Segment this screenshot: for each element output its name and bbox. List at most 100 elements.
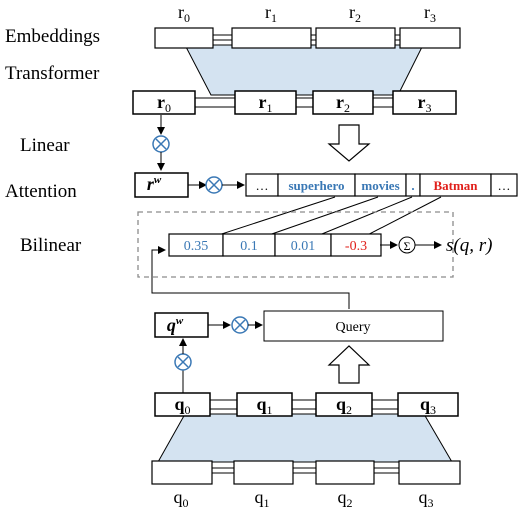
bottom-embedding-box	[315, 460, 375, 485]
bottom-output-subscript: 0	[185, 403, 191, 417]
query-hollow-arrow	[327, 345, 371, 384]
query-box	[263, 310, 444, 342]
attention-multiply-icon	[205, 176, 223, 194]
bottom-embedding-label: q2	[338, 487, 353, 510]
top-output-label: r1	[259, 92, 273, 115]
score-output: s(q, r)	[446, 235, 492, 256]
top-output-base: r	[157, 92, 165, 112]
bottom-embedding-label-base: q	[255, 487, 264, 507]
label-linear: Linear	[20, 135, 70, 156]
top-output-base: r	[418, 92, 426, 112]
bottom-embedding-box	[233, 460, 294, 485]
bottom-output-base: q	[174, 394, 184, 414]
bottom-embedding-label-base: q	[338, 487, 347, 507]
top-output-subscript: 2	[344, 101, 350, 115]
bottom-embedding-box	[151, 460, 213, 485]
bottom-output-label: q3	[420, 394, 436, 417]
top-embedding-label-base: r	[424, 2, 430, 22]
label-transformer: Transformer	[5, 63, 100, 84]
bottom-embedding-row	[151, 460, 461, 485]
score-text: -0.3	[345, 239, 367, 254]
top-embedding-label: r1	[265, 2, 277, 25]
label-attention: Attention	[5, 181, 77, 202]
query-to-bilinear-path	[151, 246, 350, 309]
token-text: …	[256, 178, 269, 193]
rw-sup: w	[154, 174, 162, 186]
top-transformer-trapezoid	[184, 44, 424, 96]
query-label: Query	[336, 320, 371, 335]
bottom-embedding-label-base: q	[419, 487, 428, 507]
bottom-output-base: q	[336, 394, 346, 414]
bottom-output-subscript: 2	[346, 403, 352, 417]
bottom-output-subscript: 3	[430, 403, 436, 417]
bilinear-region	[137, 211, 454, 278]
bottom-embedding-label-subscript: 0	[183, 496, 189, 510]
top-output-base: r	[259, 92, 267, 112]
qw-base: q	[167, 315, 176, 335]
top-embedding-row	[154, 27, 461, 49]
top-output-box	[392, 90, 457, 115]
top-output-connectors	[195, 97, 393, 108]
top-embedding-label-base: r	[265, 2, 271, 22]
token-text: …	[498, 178, 511, 193]
bottom-output-box	[154, 392, 211, 417]
query-multiply-icon	[231, 316, 249, 334]
score-text: 0.35	[184, 239, 209, 254]
top-output-box	[132, 90, 196, 115]
bottom-embedding-label-subscript: 3	[428, 496, 434, 510]
token-text: superhero	[288, 178, 344, 193]
top-embedding-box	[315, 27, 396, 49]
top-output-base: r	[336, 92, 344, 112]
token-text: Batman	[433, 178, 478, 193]
bottom-embedding-label: q0	[174, 487, 189, 510]
top-embedding-label: r2	[349, 2, 361, 25]
top-output-row: r0 r1 r2 r3	[132, 90, 457, 115]
top-embedding-labels: r0 r1 r2 r3	[178, 2, 436, 25]
sum-symbol: Σ	[404, 239, 411, 253]
bottom-output-label: q2	[336, 394, 352, 417]
token-row: … superhero movies. Batman …	[245, 173, 518, 197]
token-text: movies	[361, 178, 399, 193]
bottom-output-label: q0	[174, 394, 190, 417]
bottom-output-box	[315, 392, 373, 417]
bottom-output-base: q	[420, 394, 430, 414]
top-output-subscript: 3	[426, 101, 432, 115]
query-linear-multiply-icon	[174, 353, 192, 371]
bottom-output-base: q	[256, 394, 266, 414]
qw-sup: w	[176, 315, 184, 327]
qw-box	[154, 312, 209, 338]
top-embedding-box	[231, 27, 312, 49]
bottom-embedding-labels: q0 q1 q2 q3	[174, 487, 434, 510]
top-embedding-label-subscript: 1	[271, 11, 277, 25]
score-text: 0.01	[291, 239, 316, 254]
top-embedding-box	[154, 27, 214, 49]
bottom-output-label: q1	[256, 394, 272, 417]
score-text: 0.1	[240, 239, 258, 254]
top-embedding-label-base: r	[349, 2, 355, 22]
top-output-subscript: 1	[267, 101, 273, 115]
top-output-label: r3	[418, 92, 432, 115]
bottom-embedding-label: q1	[255, 487, 270, 510]
label-embeddings: Embeddings	[5, 26, 100, 47]
rw-base: r	[147, 174, 155, 194]
bottom-output-subscript: 1	[267, 403, 273, 417]
transformer-output-hollow-arrow	[327, 124, 371, 162]
top-embedding-label-subscript: 2	[355, 11, 361, 25]
token-text: .	[411, 178, 414, 193]
score-row: 0.35 0.1 0.01 -0.3	[168, 233, 382, 257]
top-output-box	[234, 90, 297, 115]
qw-label: qw	[167, 315, 184, 335]
top-embedding-label: r3	[424, 2, 436, 25]
top-output-box	[312, 90, 374, 115]
top-embedding-label-subscript: 0	[184, 11, 190, 25]
token-cell	[490, 173, 518, 197]
sum-icon: Σ	[398, 236, 416, 254]
top-embedding-connectors	[213, 34, 400, 41]
bottom-transformer-trapezoid	[157, 413, 453, 463]
bottom-embedding-box	[398, 460, 461, 485]
bottom-embedding-label: q3	[419, 487, 434, 510]
rw-box	[134, 172, 189, 198]
bottom-embedding-connectors	[212, 467, 399, 474]
bottom-embedding-label-subscript: 1	[264, 496, 270, 510]
